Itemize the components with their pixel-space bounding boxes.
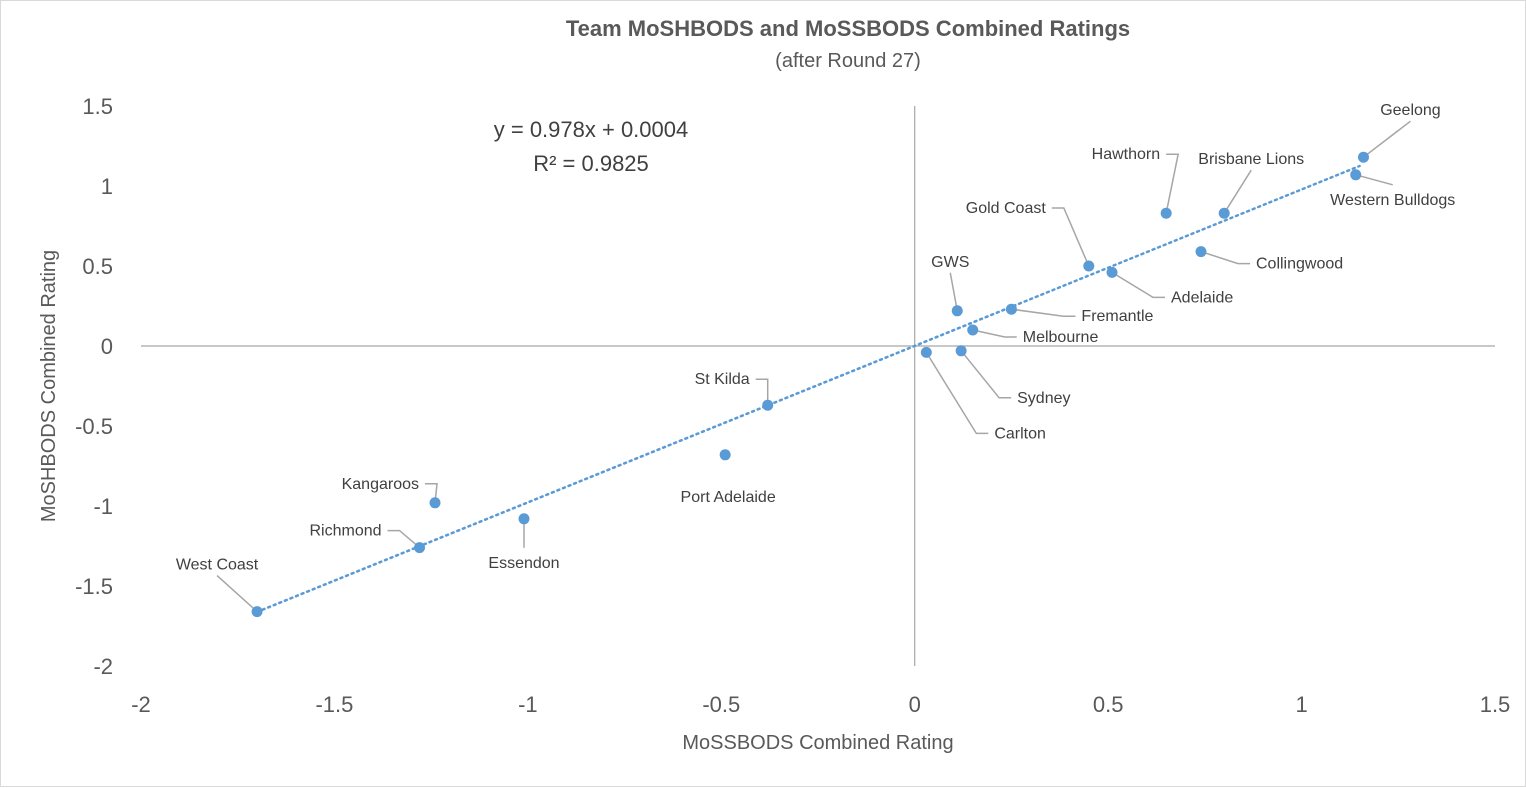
data-label: Carlton bbox=[994, 425, 1046, 442]
y-tick-label: 0.5 bbox=[82, 254, 113, 279]
data-label: Brisbane Lions bbox=[1198, 151, 1304, 168]
chart-title: Team MoSHBODS and MoSSBODS Combined Rati… bbox=[566, 16, 1130, 41]
data-point bbox=[1357, 151, 1369, 163]
leader-line bbox=[960, 350, 1012, 399]
leader-line bbox=[949, 272, 959, 311]
leader-line bbox=[216, 575, 258, 613]
data-point bbox=[1195, 246, 1207, 258]
data-point bbox=[1218, 207, 1230, 219]
leader-line bbox=[925, 352, 989, 435]
data-point bbox=[414, 542, 426, 554]
data-label: Adelaide bbox=[1171, 289, 1233, 306]
x-axis-title: MoSSBODS Combined Rating bbox=[682, 732, 953, 754]
leader-line bbox=[1223, 169, 1252, 214]
data-label: Hawthorn bbox=[1092, 146, 1160, 163]
leader-line bbox=[1051, 207, 1090, 267]
y-tick-label: -1.5 bbox=[75, 574, 113, 599]
chart-subtitle: (after Round 27) bbox=[775, 50, 921, 72]
leader-line bbox=[1355, 174, 1393, 186]
y-tick-label: -1 bbox=[93, 494, 113, 519]
leader-line bbox=[972, 329, 1017, 338]
x-tick-label: -0.5 bbox=[702, 692, 740, 717]
data-label: Richmond bbox=[310, 523, 382, 540]
data-point bbox=[1160, 207, 1172, 219]
x-tick-label: 1 bbox=[1295, 692, 1307, 717]
x-tick-label: 0.5 bbox=[1093, 692, 1124, 717]
data-label: Fremantle bbox=[1081, 308, 1153, 325]
data-point bbox=[1350, 169, 1362, 181]
y-tick-label: -0.5 bbox=[75, 414, 113, 439]
zero-axis-lines bbox=[141, 106, 1495, 666]
y-tick-label: 1 bbox=[101, 174, 113, 199]
data-label: West Coast bbox=[176, 557, 259, 574]
data-labels: Geelong Western Bulldogs Hawthorn Brisbane … bbox=[176, 102, 1455, 573]
data-point bbox=[967, 324, 979, 336]
data-label: Kangaroos bbox=[342, 476, 419, 493]
leader-line bbox=[1111, 271, 1166, 299]
data-point bbox=[920, 346, 932, 358]
leader-line bbox=[387, 529, 421, 549]
leader-line bbox=[425, 483, 438, 503]
trendline bbox=[255, 164, 1361, 614]
data-point bbox=[762, 399, 774, 411]
data-label: Collingwood bbox=[1256, 256, 1343, 273]
data-points bbox=[251, 151, 1369, 618]
leader-line bbox=[1200, 250, 1250, 265]
data-point bbox=[518, 513, 530, 525]
data-point bbox=[955, 345, 967, 357]
y-axis-ticks: 1.5 1 0.5 0 -0.5 -1 -1.5 -2 bbox=[75, 94, 113, 679]
data-label: Geelong bbox=[1380, 102, 1441, 119]
data-label: Melbourne bbox=[1023, 329, 1099, 346]
data-label: Gold Coast bbox=[966, 200, 1047, 217]
data-label: GWS bbox=[931, 254, 969, 271]
data-point bbox=[1005, 303, 1017, 315]
data-label: Port Adelaide bbox=[681, 489, 776, 506]
x-tick-label: -1 bbox=[518, 692, 538, 717]
leader-line bbox=[1363, 120, 1411, 158]
leader-line bbox=[1165, 153, 1180, 214]
x-tick-label: -1.5 bbox=[315, 692, 353, 717]
data-point bbox=[1106, 266, 1118, 278]
leader-lines bbox=[216, 120, 1411, 613]
data-label: Essendon bbox=[488, 555, 559, 572]
data-point bbox=[429, 497, 441, 509]
data-point bbox=[1083, 260, 1095, 272]
trendline-r-squared: R² = 0.9825 bbox=[533, 151, 649, 176]
x-tick-label: -2 bbox=[131, 692, 151, 717]
x-tick-label: 0 bbox=[909, 692, 921, 717]
y-tick-label: 1.5 bbox=[82, 94, 113, 119]
data-label: St Kilda bbox=[695, 371, 750, 388]
leader-line bbox=[1011, 308, 1076, 317]
data-label: Sydney bbox=[1017, 390, 1070, 407]
y-tick-label: -2 bbox=[93, 654, 113, 679]
trendline-equation: y = 0.978x + 0.0004 bbox=[494, 117, 689, 142]
data-point bbox=[719, 449, 731, 461]
y-axis-title: MoSHBODS Combined Rating bbox=[38, 250, 60, 522]
x-tick-label: 1.5 bbox=[1480, 692, 1511, 717]
y-tick-label: 0 bbox=[101, 334, 113, 359]
data-point bbox=[951, 305, 963, 317]
leader-line bbox=[755, 378, 769, 406]
x-axis-ticks: -2 -1.5 -1 -0.5 0 0.5 1 1.5 bbox=[131, 692, 1510, 717]
trendline-group bbox=[255, 164, 1361, 614]
data-label: Western Bulldogs bbox=[1330, 192, 1455, 209]
data-point bbox=[251, 606, 263, 618]
